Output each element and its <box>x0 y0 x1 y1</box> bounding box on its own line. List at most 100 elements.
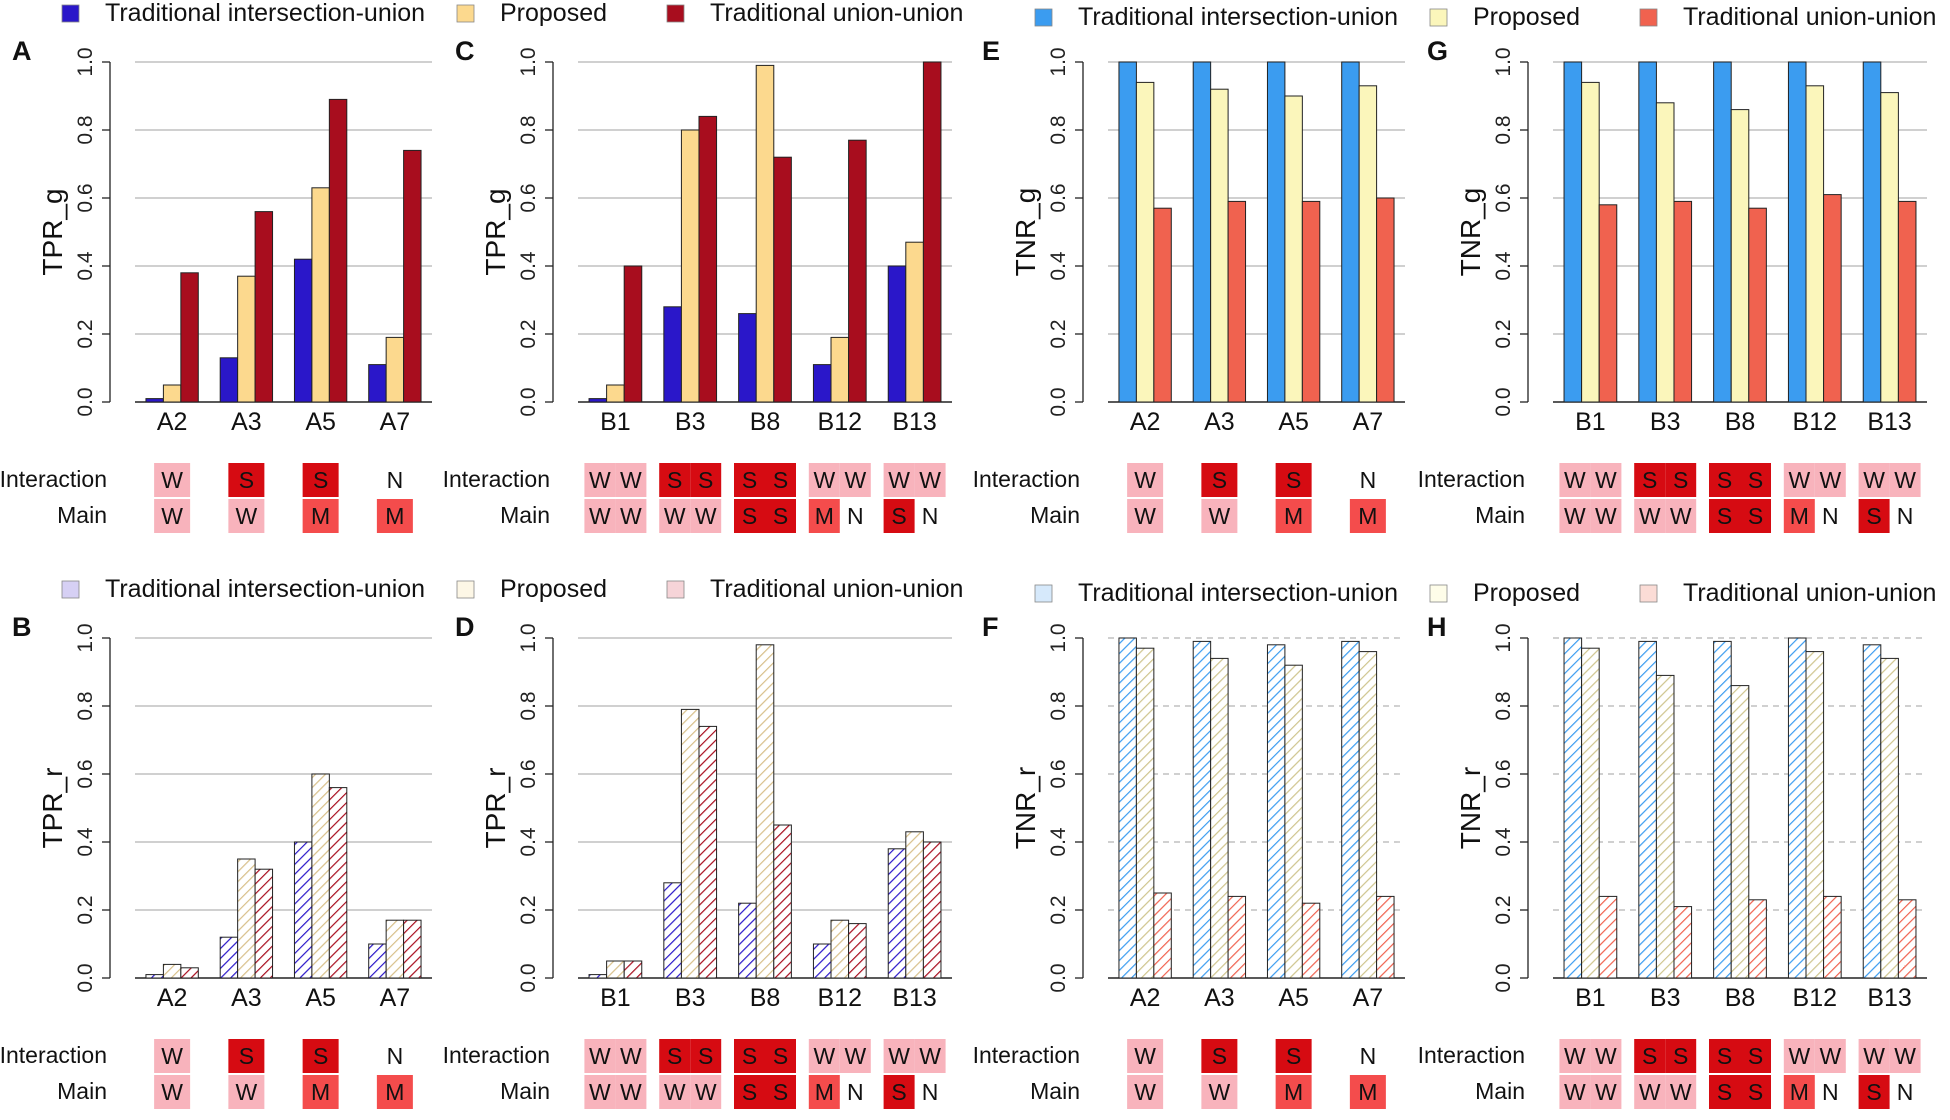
bottom-right-legend: Traditional intersection-union Proposed Tr… <box>1034 579 1936 607</box>
bar-E-A2-series3 <box>1153 207 1172 403</box>
main-code-C-B1-2: W <box>620 503 642 529</box>
main-label-C: Main <box>500 502 550 528</box>
y-axis-label-E: TNR_g <box>1010 188 1041 277</box>
interaction-cell-B-A2-1 <box>154 1039 191 1073</box>
main-code-C-B8-2: S <box>773 503 788 529</box>
top-right-legend-label-2: Proposed <box>1473 3 1580 31</box>
bar-G-B13-series2 <box>1880 92 1899 403</box>
interaction-code-H-B8-2: S <box>1748 1043 1763 1069</box>
y-tick-label-E-3: 0.4 <box>1047 251 1070 281</box>
x-tick-label-F-A2: A2 <box>1130 984 1161 1012</box>
interaction-cell-D-B1-1 <box>584 1039 616 1073</box>
top-right-legend-swatch-1 <box>1034 8 1053 27</box>
interaction-code-D-B12-1: W <box>813 1043 835 1069</box>
interaction-code-D-B3-1: S <box>667 1043 682 1069</box>
main-code-G-B1-1: W <box>1564 503 1586 529</box>
x-tick-label-H-B12: B12 <box>1793 984 1837 1012</box>
bar-F-A2-series1 <box>1118 637 1137 979</box>
bar-C-B3-series1 <box>663 306 682 403</box>
main-cell-H-B8-2 <box>1740 1075 1771 1109</box>
interaction-cell-D-B1-2 <box>615 1039 647 1073</box>
interaction-cell-G-B3-2 <box>1665 463 1697 497</box>
y-axis-label-B: TPR_r <box>37 768 68 849</box>
x-tick-label-C-B12: B12 <box>818 408 862 436</box>
y-tick-label-E-4: 0.6 <box>1047 183 1070 212</box>
bar-A-A3-series2 <box>237 275 256 403</box>
panel-label-C: C <box>455 36 475 66</box>
bar-G-B3-series1 <box>1638 61 1657 403</box>
interaction-code-F-A2-1: W <box>1134 1043 1156 1069</box>
bar-H-B3-series3 <box>1673 906 1693 979</box>
main-label-F: Main <box>1030 1078 1080 1104</box>
bar-H-B8-series2 <box>1730 685 1750 979</box>
interaction-code-G-B8-1: S <box>1717 467 1732 493</box>
bar-B-A7-series3 <box>403 919 422 979</box>
interaction-cell-A-A3-1 <box>228 463 265 497</box>
panel-label-F: F <box>982 612 999 642</box>
interaction-label-D: Interaction <box>443 1042 550 1068</box>
bar-H-B13-series3 <box>1897 899 1917 979</box>
main-cell-H-B13-1 <box>1858 1075 1890 1109</box>
x-tick-label-D-B13: B13 <box>892 984 936 1012</box>
bar-B-A3-series1 <box>219 936 239 979</box>
main-cell-A-A7-1 <box>376 499 413 533</box>
interaction-code-G-B12-1: W <box>1788 467 1810 493</box>
y-tick-label-G-1: 0.0 <box>1492 387 1515 416</box>
y-tick-label-H-2: 0.2 <box>1492 895 1515 924</box>
top-right-legend-swatch-2 <box>1429 8 1448 27</box>
x-tick-label-D-B8: B8 <box>750 984 781 1012</box>
main-code-F-A7-1: M <box>1358 1079 1377 1105</box>
main-code-H-B3-2: W <box>1670 1079 1692 1105</box>
interaction-cell-A-A2-1 <box>154 463 191 497</box>
x-tick-label-G-B8: B8 <box>1725 408 1756 436</box>
y-axis-label-A: TPR_g <box>37 188 68 275</box>
interaction-cell-F-A5-1 <box>1275 1039 1312 1073</box>
x-tick-label-H-B8: B8 <box>1725 984 1756 1012</box>
panel-label-E: E <box>982 36 1000 66</box>
interaction-cell-D-B12-2 <box>839 1039 871 1073</box>
y-tick-label-A-3: 0.4 <box>74 251 97 281</box>
main-cell-G-B8-1 <box>1709 499 1740 533</box>
main-code-D-B3-2: W <box>695 1079 717 1105</box>
x-tick-label-C-B8: B8 <box>750 408 781 436</box>
interaction-code-A-A2-1: W <box>161 467 183 493</box>
interaction-code-F-A7-1: N <box>1360 1043 1377 1069</box>
interaction-code-C-B8-2: S <box>773 467 788 493</box>
interaction-cell-D-B3-2 <box>690 1039 722 1073</box>
bar-D-B8-series1 <box>738 902 757 979</box>
bar-D-B12-series1 <box>812 943 832 979</box>
main-cell-H-B1-1 <box>1559 1075 1591 1109</box>
interaction-cell-H-B12-2 <box>1814 1039 1846 1073</box>
main-cell-G-B1-2 <box>1590 499 1622 533</box>
main-cell-G-B12-1 <box>1783 499 1815 533</box>
interaction-cell-C-B1-1 <box>584 463 616 497</box>
panel-H: H 0.0 0.2 0.4 0.6 0.8 1.0 TNR_r B1 B3 B8 B12 B13 Inte… <box>1418 612 1927 1109</box>
interaction-code-D-B8-2: S <box>773 1043 788 1069</box>
main-cell-F-A2-1 <box>1127 1075 1164 1109</box>
y-tick-label-F-4: 0.6 <box>1047 759 1070 788</box>
interaction-cell-H-B1-2 <box>1590 1039 1622 1073</box>
main-code-G-B12-1: M <box>1790 503 1809 529</box>
main-code-F-A5-1: M <box>1284 1079 1303 1105</box>
bar-A-A2-series2 <box>162 384 182 403</box>
interaction-cell-C-B8-2 <box>765 463 796 497</box>
bar-B-A5-series3 <box>328 787 348 979</box>
bar-H-B12-series1 <box>1787 637 1807 979</box>
interaction-code-E-A2-1: W <box>1134 467 1156 493</box>
main-code-H-B12-2: N <box>1822 1079 1839 1105</box>
interaction-cell-C-B12-2 <box>839 463 871 497</box>
y-axis-label-D: TPR_r <box>480 768 511 849</box>
bar-G-B3-series2 <box>1655 102 1675 403</box>
interaction-cell-D-B13-2 <box>914 1039 946 1073</box>
bar-A-A3-series3 <box>254 211 274 403</box>
bar-G-B13-series3 <box>1897 200 1917 403</box>
main-code-A-A7-1: M <box>385 503 404 529</box>
main-cell-C-B12-1 <box>808 499 840 533</box>
interaction-cell-F-A2-1 <box>1127 1039 1164 1073</box>
interaction-code-D-B3-2: S <box>698 1043 713 1069</box>
bar-G-B1-series2 <box>1581 81 1600 403</box>
interaction-cell-E-A2-1 <box>1127 463 1164 497</box>
interaction-cell-C-B3-2 <box>690 463 722 497</box>
bar-D-B13-series2 <box>905 831 924 979</box>
y-tick-label-F-2: 0.2 <box>1047 895 1070 924</box>
